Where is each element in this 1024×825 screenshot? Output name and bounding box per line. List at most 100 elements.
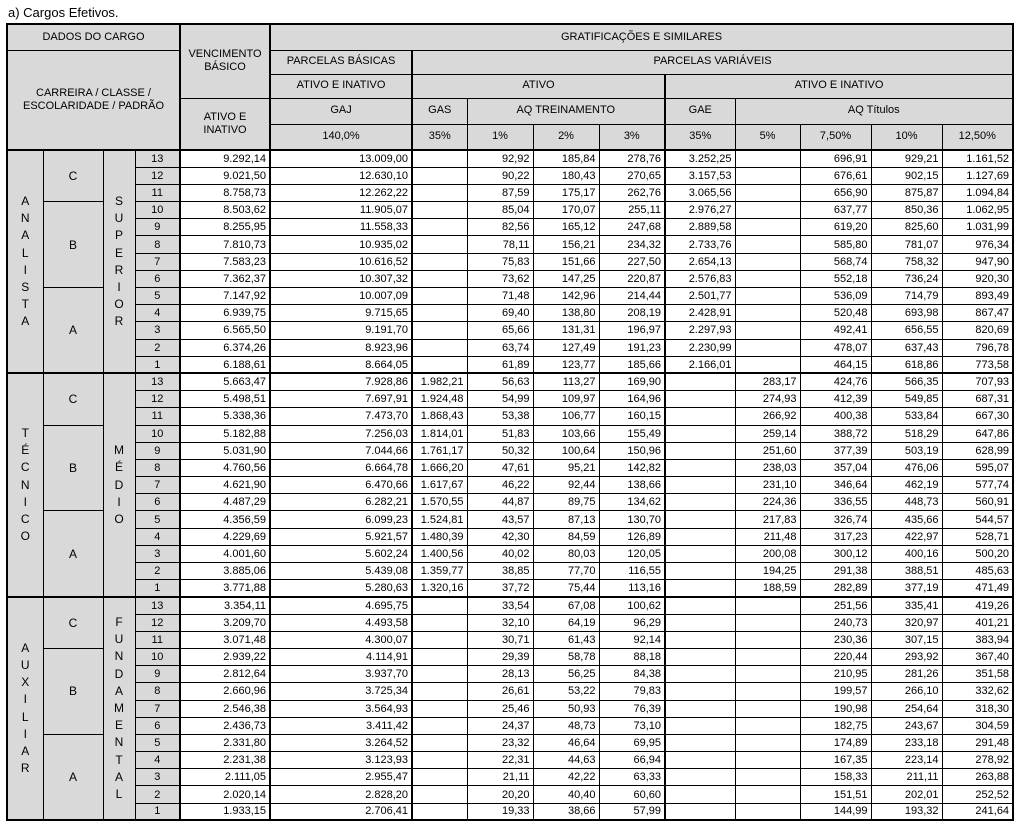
cell-aq-trein-1: 78,11 [466, 235, 534, 254]
cell-gas [411, 252, 468, 271]
cell-aq-tit-5: 194,25 [734, 561, 801, 581]
cell-aq-trein-1: 22,31 [466, 751, 534, 770]
cell-gaj: 3.123,93 [269, 751, 413, 770]
cell-aq-trein-2: 56,25 [532, 665, 600, 684]
cell-aq-tit-7-5: 210,95 [799, 665, 872, 684]
cell-aq-trein-1: 92,92 [466, 148, 534, 168]
cell-aq-trein-3: 76,39 [598, 699, 666, 718]
header-aq-titulos: AQ Títulos [734, 97, 1014, 125]
cell-aq-tit-10: 377,19 [870, 579, 943, 598]
cell-vencimento: 3.071,48 [179, 630, 271, 649]
padrao-cell: 2 [134, 561, 181, 581]
table-row: 8 4.760,56 6.664,78 1.666,20 47,61 95,21 142,8… [7, 458, 1014, 478]
cell-aq-tit-7-5: 464,15 [799, 355, 872, 374]
table-row: 11 3.071,48 4.300,07 30,71 61,43 92,14 230,36 3… [7, 630, 1014, 649]
cell-gae [664, 682, 736, 701]
cell-vencimento: 5.182,88 [179, 424, 271, 443]
cell-aq-tit-12-5: 471,49 [941, 579, 1014, 598]
cell-aq-trein-1: 53,38 [466, 407, 534, 426]
cell-aq-trein-3: 262,76 [598, 183, 666, 203]
cell-aq-tit-12-5: 773,58 [941, 355, 1014, 374]
header-pct-10: 10% [870, 123, 943, 151]
cell-gas [411, 716, 468, 735]
cell-aq-trein-2: 64,19 [532, 613, 600, 632]
padrao-cell: 10 [134, 201, 181, 220]
cell-gaj: 5.439,08 [269, 561, 413, 581]
carreira-label: T É C N I C O [6, 372, 44, 598]
table-row: 9 2.812,64 3.937,70 28,13 56,25 84,38 210,95 28… [7, 665, 1014, 684]
cell-aq-tit-5 [734, 751, 801, 770]
cell-aq-tit-5 [734, 235, 801, 254]
cell-aq-trein-1: 33,54 [466, 595, 534, 615]
cell-aq-trein-3: 92,14 [598, 630, 666, 649]
cell-gas: 1.617,67 [411, 476, 468, 495]
cell-gaj: 6.282,21 [269, 493, 413, 512]
cell-aq-trein-3: 196,97 [598, 321, 666, 340]
cell-gas [411, 321, 468, 340]
cell-aq-trein-1: 42,30 [466, 527, 534, 546]
cell-aq-trein-3: 88,18 [598, 647, 666, 667]
cell-aq-tit-10: 435,66 [870, 510, 943, 529]
cell-aq-tit-12-5: 707,93 [941, 372, 1014, 392]
cell-aq-tit-10: 388,51 [870, 561, 943, 581]
padrao-cell: 5 [134, 286, 181, 306]
header-pct-3: 3% [598, 123, 666, 151]
cell-aq-tit-10: 566,35 [870, 372, 943, 392]
padrao-cell: 4 [134, 751, 181, 770]
cell-vencimento: 6.565,50 [179, 321, 271, 340]
padrao-cell: 7 [134, 252, 181, 271]
cell-vencimento: 2.546,38 [179, 699, 271, 718]
cell-aq-trein-2: 185,84 [532, 148, 600, 168]
cell-aq-tit-5 [734, 218, 801, 237]
padrao-cell: 8 [134, 458, 181, 478]
cell-gae [664, 372, 736, 392]
cell-vencimento: 9.292,14 [179, 148, 271, 168]
cell-vencimento: 8.758,73 [179, 183, 271, 203]
cell-vencimento: 4.487,29 [179, 493, 271, 512]
cell-aq-tit-12-5: 577,74 [941, 476, 1014, 495]
cell-aq-tit-10: 202,01 [870, 785, 943, 804]
cell-gae [664, 802, 736, 821]
cell-gae [664, 561, 736, 581]
cell-aq-tit-10: 281,26 [870, 665, 943, 684]
cell-gas [411, 338, 468, 357]
header-parcelas-variaveis: PARCELAS VARIÁVEIS [411, 49, 1014, 75]
cell-aq-trein-2: 103,66 [532, 424, 600, 443]
cell-aq-tit-5 [734, 647, 801, 667]
cell-aq-tit-12-5: 367,40 [941, 647, 1014, 667]
cell-aq-trein-3: 134,62 [598, 493, 666, 512]
cell-aq-tit-7-5: 585,80 [799, 235, 872, 254]
cell-vencimento: 3.354,11 [179, 595, 271, 615]
cell-gaj: 9.715,65 [269, 304, 413, 323]
cell-aq-trein-3: 130,70 [598, 510, 666, 529]
classe-label: C [42, 595, 104, 649]
cell-vencimento: 2.020,14 [179, 785, 271, 804]
padrao-cell: 4 [134, 527, 181, 546]
table-row: 11 5.338,36 7.473,70 1.868,43 53,38 106,77 160… [7, 407, 1014, 426]
cell-vencimento: 4.356,59 [179, 510, 271, 529]
cell-vencimento: 4.621,90 [179, 476, 271, 495]
cell-gae [664, 751, 736, 770]
header-gaj-pct: 140,0% [269, 123, 413, 151]
cell-gas [411, 355, 468, 374]
cell-gae [664, 390, 736, 409]
cell-aq-trein-3: 60,60 [598, 785, 666, 804]
table-row: 6 4.487,29 6.282,21 1.570,55 44,87 89,75 134,6… [7, 493, 1014, 512]
cell-gas [411, 166, 468, 185]
cell-aq-tit-5 [734, 665, 801, 684]
cell-gae: 2.230,99 [664, 338, 736, 357]
cell-aq-tit-7-5: 251,56 [799, 595, 872, 615]
cell-aq-tit-12-5: 304,59 [941, 716, 1014, 735]
cell-aq-tit-7-5: 676,61 [799, 166, 872, 185]
cell-aq-trein-3: 84,38 [598, 665, 666, 684]
cell-gaj: 10.616,52 [269, 252, 413, 271]
cell-gas [411, 286, 468, 306]
cell-aq-tit-12-5: 947,90 [941, 252, 1014, 271]
padrao-cell: 4 [134, 304, 181, 323]
cell-gas: 1.868,43 [411, 407, 468, 426]
cell-aq-tit-7-5: 182,75 [799, 716, 872, 735]
header-pct-7-5: 7,50% [799, 123, 872, 151]
cell-aq-trein-2: 44,63 [532, 751, 600, 770]
